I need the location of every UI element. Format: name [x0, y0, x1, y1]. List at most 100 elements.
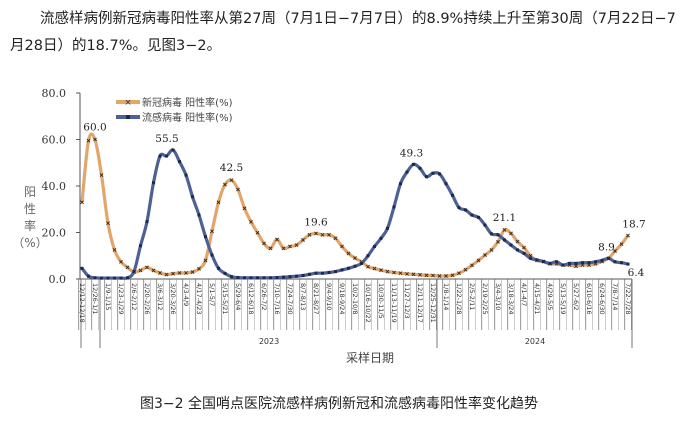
x-tick-label: 1/22-1/28 — [455, 283, 463, 315]
data-point-flu — [509, 243, 513, 247]
data-point-flu — [522, 251, 526, 255]
x-tick-label: 8/21-8/27 — [312, 283, 320, 315]
data-point-covid — [489, 248, 494, 252]
paragraph-line-1: 流感样病例新冠病毒阳性率从第27周（7月1日−7月7日）的8.9%持续上升至第3… — [40, 11, 676, 27]
data-point-covid — [483, 253, 487, 257]
data-point-covid — [184, 271, 188, 275]
data-point-covid — [93, 137, 97, 142]
year-label-2024: 2024 — [525, 337, 545, 346]
data-point-flu — [308, 272, 311, 276]
x-tick-label: 1/23-1/29 — [117, 283, 125, 315]
data-point-covid — [320, 232, 325, 237]
data-point-flu — [561, 263, 565, 267]
x-tick-label: 10/30-11/5 — [377, 283, 385, 319]
data-point-flu — [314, 271, 318, 275]
data-point-covid — [502, 228, 507, 232]
y-axis-title-char: 阳 — [24, 185, 36, 199]
x-tick-label: 1/8-1/14 — [442, 283, 450, 310]
data-point-covid — [463, 267, 468, 272]
x-tick-label: 7/22-7/28 — [624, 283, 632, 315]
legend-label-flu: 流感病毒 阳性率(%) — [142, 111, 233, 124]
data-point-flu — [418, 166, 422, 170]
data-point-flu — [405, 170, 409, 174]
data-point-covid — [106, 221, 110, 226]
data-point-covid — [177, 271, 182, 275]
data-point-flu — [607, 256, 610, 260]
data-point-flu — [347, 266, 350, 270]
data-point-flu — [204, 235, 207, 239]
x-tick-label: 10/16-10/22 — [364, 283, 372, 323]
data-point-flu — [594, 260, 597, 264]
data-point-covid — [522, 245, 526, 250]
data-point-flu — [236, 276, 240, 280]
data-point-flu — [490, 232, 493, 236]
data-point-flu — [392, 205, 396, 209]
data-point-flu — [126, 276, 129, 280]
data-point-flu — [516, 248, 519, 252]
data-point-covid — [164, 272, 169, 277]
x-tick-label: 2/19-2/25 — [481, 283, 489, 315]
data-point-flu — [496, 233, 500, 237]
data-point-flu — [438, 172, 441, 176]
y-tick-label: 80.0 — [42, 87, 67, 100]
x-tick-label: 3/20-3/26 — [169, 283, 177, 315]
x-tick-label: 3/6-3/12 — [156, 283, 164, 310]
x-tick-label: 7/10-7/16 — [273, 283, 281, 315]
data-point-flu — [457, 206, 461, 210]
data-point-flu — [321, 271, 324, 275]
x-tick-label: 4/1-4/7 — [520, 283, 528, 306]
y-axis-title-char: 性 — [24, 202, 36, 216]
data-point-flu — [483, 223, 487, 227]
figure-caption: 图3−2 全国哨点医院流感样病例新冠和流感病毒阳性率变化趋势 — [140, 396, 538, 412]
data-point-flu — [620, 261, 623, 265]
data-point-flu — [165, 154, 168, 158]
body-paragraph: 流感样病例新冠病毒阳性率从第27周（7月1日−7月7日）的8.9%持续上升至第3… — [10, 6, 680, 60]
y-tick-label: 0.0 — [49, 273, 67, 286]
legend: × 新冠病毒 阳性率(%) 流感病毒 阳性率(%) — [116, 96, 233, 124]
data-point-flu — [269, 276, 272, 280]
x-tick-label: 5/29-6/4 — [234, 283, 242, 310]
data-point-flu — [113, 276, 116, 280]
data-point-flu — [464, 208, 467, 212]
data-point-flu — [470, 213, 474, 217]
data-point-flu — [223, 271, 227, 275]
data-point-covid — [314, 231, 318, 236]
data-point-flu — [451, 193, 454, 197]
data-point-covid — [327, 232, 331, 237]
x-tick-label: 5/15-5/21 — [221, 283, 229, 315]
data-point-covid — [216, 200, 221, 205]
data-point-flu — [87, 274, 90, 278]
data-label: 19.6 — [304, 216, 328, 228]
data-label: 6.4 — [628, 267, 645, 279]
data-label: 18.7 — [622, 219, 645, 231]
legend-marker-x: × — [124, 98, 132, 108]
data-point-flu — [184, 173, 188, 177]
data-point-flu — [210, 253, 214, 257]
x-tick-label: 11/27-12/3 — [403, 283, 411, 319]
x-tick-label: 6/12-6/18 — [247, 283, 255, 315]
data-point-covid — [411, 272, 416, 277]
data-point-covid — [119, 259, 123, 264]
data-point-flu — [444, 182, 448, 186]
data-point-covid — [190, 270, 195, 274]
data-point-flu — [379, 236, 383, 240]
data-point-flu — [334, 270, 337, 274]
data-point-covid — [275, 237, 279, 242]
data-point-covid — [515, 239, 520, 244]
data-point-covid — [262, 241, 266, 246]
x-tick-label: 5/27-6/2 — [572, 283, 580, 310]
data-point-covid — [229, 178, 234, 183]
data-point-covid — [268, 246, 273, 251]
x-tick-label: 4/3-4/9 — [182, 283, 190, 306]
data-point-flu — [106, 276, 110, 280]
data-point-covid — [346, 251, 351, 256]
data-point-covid — [509, 231, 513, 236]
data-point-covid — [138, 268, 143, 273]
data-point-flu — [399, 182, 402, 186]
x-axis-title: 采样日期 — [346, 350, 394, 365]
data-point-flu — [587, 261, 591, 265]
data-point-flu — [431, 171, 435, 175]
data-point-flu — [503, 238, 506, 242]
data-point-covid — [431, 273, 435, 278]
data-point-covid — [281, 246, 286, 251]
